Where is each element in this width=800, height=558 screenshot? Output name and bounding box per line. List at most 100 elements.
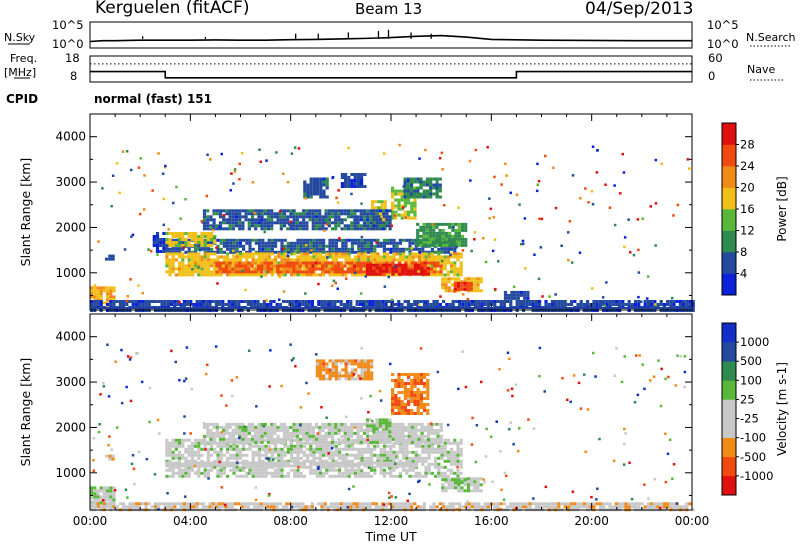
power-cell [184, 270, 187, 273]
velocity-cell [328, 462, 331, 465]
velocity-cell [165, 469, 168, 472]
power-noise [560, 245, 563, 248]
velocity-cell [225, 432, 228, 435]
power-cell [381, 300, 384, 303]
velocity-cell [394, 385, 397, 388]
velocity-cell [325, 445, 328, 448]
power-cell [344, 239, 347, 242]
velocity-cell [420, 400, 423, 403]
velocity-cell [319, 371, 322, 374]
velocity-cell [341, 374, 344, 377]
velocity-cell [440, 441, 443, 444]
velocity-cell [270, 426, 273, 429]
power-cell [370, 252, 373, 255]
power-cell [284, 255, 287, 258]
power-cell [204, 235, 207, 238]
power-noise [230, 172, 233, 175]
velocity-cell [423, 391, 426, 394]
power-cell [194, 248, 197, 251]
velocity-cell [401, 432, 404, 435]
velocity-cell [258, 451, 261, 454]
power-cell [447, 273, 450, 276]
velocity-cell [404, 391, 407, 394]
velocity-cell [404, 388, 407, 391]
power-cell [442, 232, 445, 235]
power-cell [235, 215, 238, 218]
power-cell [178, 248, 181, 251]
power-cell [256, 300, 259, 303]
velocity-cell [325, 441, 328, 444]
power-cell [191, 270, 194, 273]
velocity-cell [348, 465, 351, 468]
power-cell [364, 258, 367, 261]
power-cell [419, 229, 422, 232]
power-noise [579, 252, 582, 255]
power-cell [526, 297, 529, 300]
power-cell [300, 242, 303, 245]
power-cell [394, 190, 397, 193]
power-cell [676, 300, 679, 303]
power-cell [457, 288, 460, 291]
power-cell [322, 239, 325, 242]
power-noise [624, 236, 627, 239]
velocity-cell [398, 435, 401, 438]
velocity-cell [437, 466, 440, 469]
power-cell [347, 182, 350, 185]
power-cell [432, 300, 435, 303]
velocity-cell [426, 379, 429, 382]
velocity-cell [290, 469, 293, 472]
power-cell [401, 193, 404, 196]
power-cell [500, 303, 503, 306]
power-cell [316, 239, 319, 242]
velocity-cell [347, 429, 350, 432]
power-cell [448, 286, 451, 289]
power-cell [165, 241, 168, 244]
velocity-cell [105, 455, 108, 458]
power-noise [167, 228, 170, 231]
power-noise [603, 305, 606, 308]
velocity-cell [420, 394, 423, 397]
velocity-cell [456, 457, 459, 460]
power-cell [383, 248, 386, 251]
velocity-cell [373, 469, 376, 472]
power-cell [236, 258, 239, 261]
velocity-cell [331, 432, 334, 435]
velocity-cell [450, 472, 453, 475]
power-cell [416, 181, 419, 184]
velocity-cell [404, 406, 407, 409]
velocity-cell [206, 423, 209, 426]
velocity-cell [283, 438, 286, 441]
power-cell [248, 273, 251, 276]
power-cell [319, 187, 322, 190]
velocity-cell [172, 454, 175, 457]
velocity-cell [437, 475, 440, 478]
power-cell [362, 300, 365, 303]
power-cell [300, 239, 303, 242]
velocity-cell [328, 469, 331, 472]
power-cell [242, 273, 245, 276]
velocity-cell [267, 432, 270, 435]
power-cell [373, 258, 376, 261]
power-cell [181, 270, 184, 273]
power-cell [427, 267, 430, 270]
power-cell [200, 232, 203, 235]
power-noise [201, 220, 204, 223]
power-cell [503, 300, 506, 303]
power-cell [178, 235, 181, 238]
power-cell [384, 300, 387, 303]
power-cell [183, 300, 186, 303]
power-cell [319, 239, 322, 242]
power-cell [407, 199, 410, 202]
power-cell [426, 244, 429, 247]
velocity-cell [414, 426, 417, 429]
velocity-cell [296, 435, 299, 438]
power-cell [206, 227, 209, 230]
power-cell [413, 181, 416, 184]
power-cell [423, 238, 426, 241]
power-cell [413, 190, 416, 193]
power-cell [427, 273, 430, 276]
power-cell [292, 268, 295, 271]
power-cell [188, 273, 191, 276]
power-cell [384, 303, 387, 306]
power-cell [225, 221, 228, 224]
